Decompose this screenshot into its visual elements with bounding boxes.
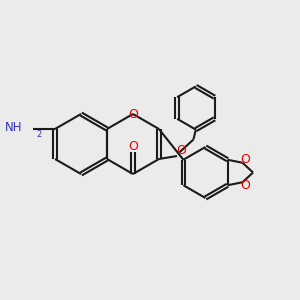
- Text: O: O: [176, 144, 186, 157]
- Text: 2: 2: [36, 130, 42, 139]
- Text: O: O: [241, 179, 250, 192]
- Text: O: O: [241, 153, 250, 166]
- Text: NH: NH: [4, 121, 22, 134]
- Text: O: O: [128, 107, 138, 121]
- Text: O: O: [128, 140, 138, 153]
